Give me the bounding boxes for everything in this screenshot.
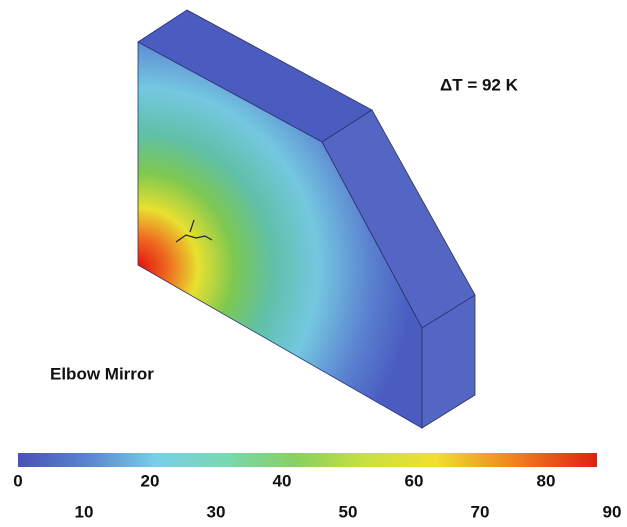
colorbar-tick-label: 10	[75, 502, 94, 521]
colorbar	[18, 453, 597, 467]
delta-t-annotation: ΔT = 92 K	[440, 75, 519, 94]
colorbar-tick-label: 30	[207, 502, 226, 521]
figure: ΔT = 92 K Elbow Mirror 0 10 20 30 40 50 60 70 80…	[0, 0, 627, 527]
colorbar-tick-label: 60	[405, 471, 424, 490]
colorbar-tick-label: 20	[141, 471, 160, 490]
colorbar-tick-label: 70	[471, 502, 490, 521]
colorbar-tick-label: 80	[537, 471, 556, 490]
colorbar-tick-label: 40	[273, 471, 292, 490]
colorbar-tick-label: 0	[13, 471, 22, 490]
mirror-label: Elbow Mirror	[50, 364, 154, 383]
mirror-block	[138, 10, 475, 428]
colorbar-tick-label: 50	[339, 502, 358, 521]
colorbar-ticks: 0 10 20 30 40 50 60 70 80 90	[13, 471, 621, 521]
colorbar-tick-label: 90	[603, 502, 622, 521]
